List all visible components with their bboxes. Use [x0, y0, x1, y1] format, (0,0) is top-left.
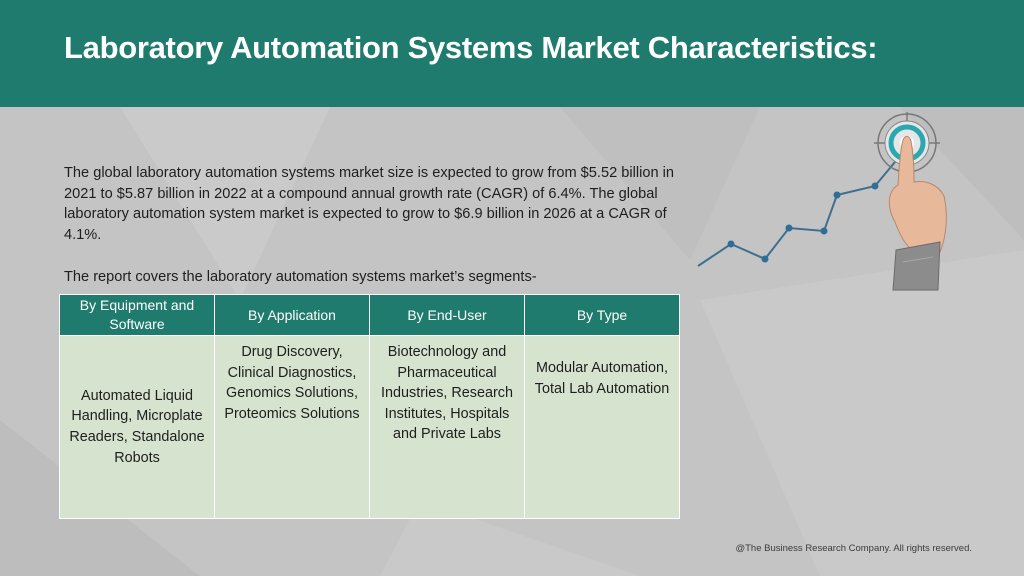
- hand-touching-target-growth-chart-icon: [697, 112, 947, 291]
- segments-table: By Equipment and Software By Application…: [59, 294, 680, 519]
- hand-icon: [888, 135, 947, 291]
- header-application: By Application: [214, 294, 370, 336]
- cell-end-user: Biotechnology and Pharmaceutical Industr…: [369, 335, 525, 519]
- copyright-footer: @The Business Research Company. All righ…: [735, 543, 972, 554]
- header-type: By Type: [524, 294, 680, 336]
- table-header-row: By Equipment and Software By Application…: [59, 294, 680, 336]
- page-title: Laboratory Automation Systems Market Cha…: [64, 30, 878, 65]
- growth-line-icon: [697, 149, 906, 267]
- title-banner: Laboratory Automation Systems Market Cha…: [0, 0, 1024, 107]
- table-row: Automated Liquid Handling, Microplate Re…: [59, 335, 680, 519]
- header-equipment: By Equipment and Software: [59, 294, 215, 336]
- cell-application: Drug Discovery, Clinical Diagnostics, Ge…: [214, 335, 370, 519]
- cell-equipment: Automated Liquid Handling, Microplate Re…: [59, 335, 215, 519]
- market-summary-paragraph: The global laboratory automation systems…: [64, 165, 674, 243]
- header-end-user: By End-User: [369, 294, 525, 336]
- segments-intro: The report covers the laboratory automat…: [64, 269, 537, 285]
- cell-type: Modular Automation, Total Lab Automation: [524, 335, 680, 519]
